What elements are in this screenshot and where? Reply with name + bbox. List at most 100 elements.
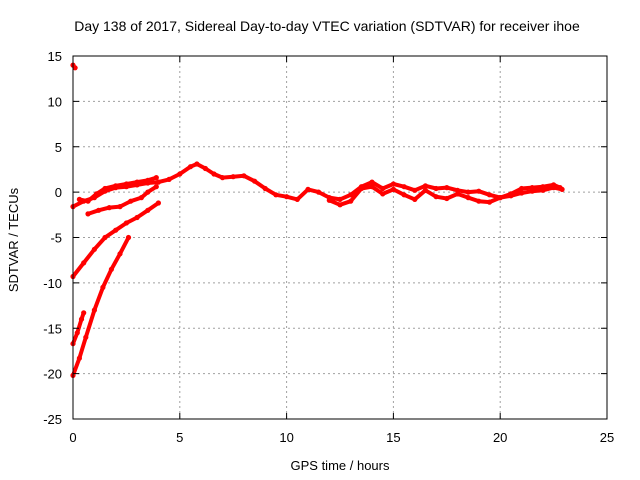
data-point xyxy=(337,202,343,208)
data-point xyxy=(155,179,161,185)
data-point xyxy=(166,176,172,182)
data-point xyxy=(337,196,343,202)
chart-title: Day 138 of 2017, Sidereal Day-to-day VTE… xyxy=(74,18,580,34)
series-track-2 xyxy=(76,175,159,204)
data-point xyxy=(519,190,525,196)
data-point xyxy=(134,179,140,185)
data-point xyxy=(138,195,144,201)
data-point xyxy=(134,214,140,221)
data-point xyxy=(155,200,161,206)
data-point xyxy=(486,192,493,198)
y-tick-label: 0 xyxy=(55,185,62,200)
data-point xyxy=(529,185,535,191)
data-point xyxy=(422,183,428,189)
grid-lines xyxy=(73,56,607,419)
data-point xyxy=(508,193,514,199)
data-point xyxy=(145,177,151,183)
x-tick-label: 0 xyxy=(69,430,76,445)
data-point xyxy=(316,189,322,195)
data-point xyxy=(273,192,279,198)
data-point xyxy=(444,195,450,202)
series-line xyxy=(71,235,131,378)
data-series xyxy=(70,62,565,378)
data-point xyxy=(153,184,159,190)
data-point xyxy=(433,185,439,192)
data-point xyxy=(540,187,546,193)
data-point xyxy=(465,195,471,201)
x-tick-label: 25 xyxy=(600,430,614,445)
data-point xyxy=(76,355,82,361)
data-point xyxy=(76,196,82,202)
data-point xyxy=(202,165,208,172)
data-point xyxy=(476,188,482,194)
data-point xyxy=(194,161,200,167)
data-point xyxy=(102,234,108,241)
data-point xyxy=(433,194,439,200)
data-point xyxy=(241,173,247,179)
data-point xyxy=(358,185,364,192)
data-point xyxy=(497,195,503,201)
y-tick-label: -25 xyxy=(43,412,62,427)
data-point xyxy=(551,185,557,191)
data-point xyxy=(117,251,123,257)
data-point xyxy=(102,185,108,192)
y-tick-label: 5 xyxy=(55,140,62,155)
series-track-3 xyxy=(326,184,565,208)
data-point xyxy=(153,175,159,181)
data-point xyxy=(230,174,236,180)
data-point xyxy=(106,205,112,211)
data-point xyxy=(422,187,428,193)
data-point xyxy=(91,307,97,313)
data-point xyxy=(93,191,100,197)
data-point xyxy=(91,246,97,252)
data-point xyxy=(305,186,311,192)
data-point xyxy=(486,199,493,205)
data-point xyxy=(85,211,91,217)
data-point xyxy=(81,310,87,316)
data-point xyxy=(444,185,450,191)
data-point xyxy=(177,171,183,177)
data-point xyxy=(465,189,471,195)
data-point xyxy=(117,204,123,210)
data-point xyxy=(123,181,129,187)
y-tick-label: -15 xyxy=(43,321,62,336)
data-point xyxy=(284,194,290,200)
data-point xyxy=(380,191,386,197)
series-track-8 xyxy=(70,62,78,71)
y-tick-label: -5 xyxy=(50,231,62,246)
data-point xyxy=(96,207,102,213)
data-point xyxy=(113,183,119,189)
y-tick-label: -20 xyxy=(43,367,62,382)
data-point xyxy=(412,196,418,202)
data-point xyxy=(369,184,375,190)
data-point xyxy=(401,184,407,190)
data-point xyxy=(72,65,78,71)
data-point xyxy=(454,191,461,197)
data-point xyxy=(348,198,354,204)
data-point xyxy=(380,185,386,192)
data-point xyxy=(113,227,119,233)
data-point xyxy=(401,192,407,198)
data-point xyxy=(123,220,129,226)
data-point xyxy=(412,187,418,193)
data-point xyxy=(100,284,106,290)
series-track-5 xyxy=(70,200,161,280)
x-tick-label: 5 xyxy=(176,430,183,445)
x-tick-label: 20 xyxy=(493,430,507,445)
series-track-6 xyxy=(70,234,132,378)
data-point xyxy=(252,178,258,184)
data-point xyxy=(83,334,89,340)
data-point xyxy=(390,181,396,187)
data-point xyxy=(326,197,332,203)
x-tick-label: 10 xyxy=(279,430,293,445)
data-point xyxy=(125,234,132,241)
axis-ticks: 0 5 10 15 20 25 -25 -20 -15 -10 -5 0 5 10 15 xyxy=(43,49,614,445)
data-point xyxy=(108,266,114,272)
data-point xyxy=(369,179,375,185)
data-point xyxy=(211,171,217,177)
data-point xyxy=(187,164,194,170)
data-point xyxy=(78,316,85,322)
data-point xyxy=(81,260,87,266)
y-tick-label: 15 xyxy=(48,49,62,64)
